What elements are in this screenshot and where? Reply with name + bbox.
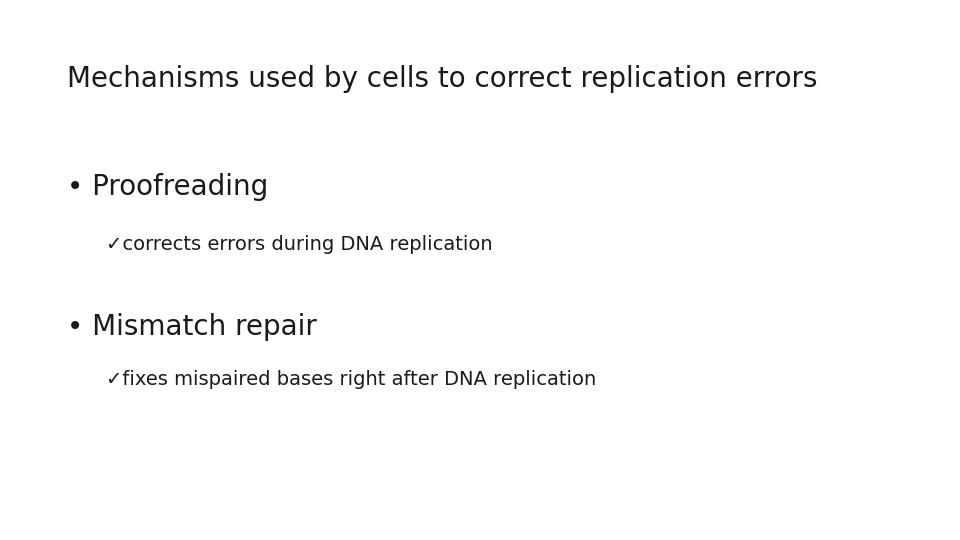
Text: Mechanisms used by cells to correct replication errors: Mechanisms used by cells to correct repl… xyxy=(67,65,818,93)
Text: • Proofreading: • Proofreading xyxy=(67,173,269,201)
Text: ✓fixes mispaired bases right after DNA replication: ✓fixes mispaired bases right after DNA r… xyxy=(106,370,596,389)
Text: • Mismatch repair: • Mismatch repair xyxy=(67,313,317,341)
Text: ✓corrects errors during DNA replication: ✓corrects errors during DNA replication xyxy=(106,235,492,254)
